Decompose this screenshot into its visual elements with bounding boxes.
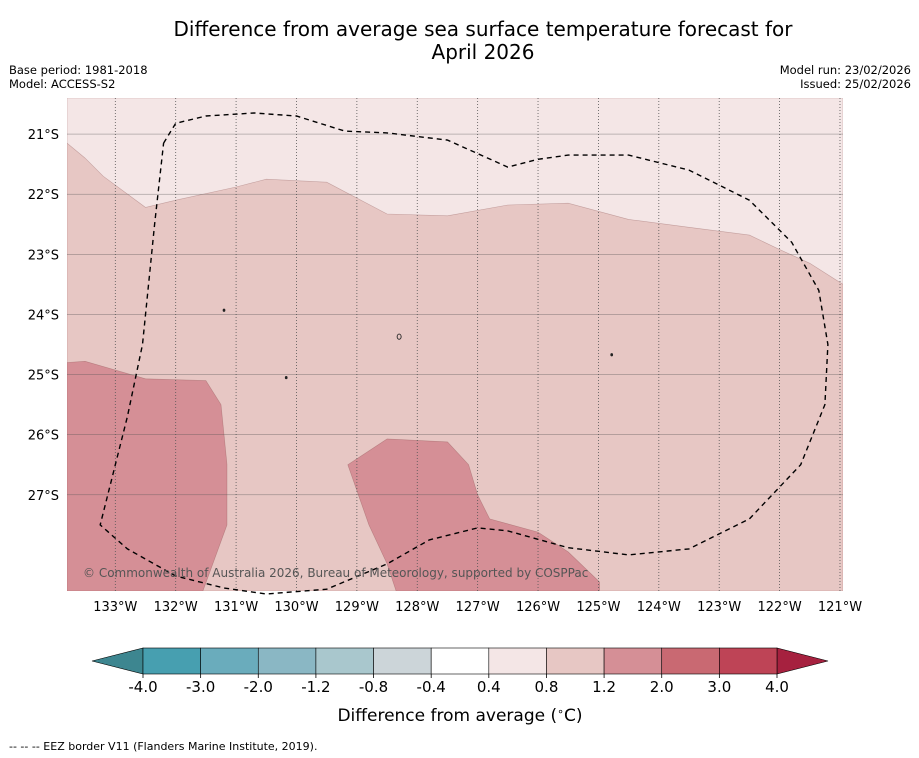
islands: [222, 308, 614, 380]
x-tick-label: 132°W: [154, 600, 198, 615]
colorbar: -4.0 -3.0 -2.0 -1.2 -0.8 -0.4 0.4 0.8 1.2 2.0 3.0 4…: [91, 647, 829, 696]
x-tick-label: 129°W: [335, 600, 379, 615]
anomaly-region-2: [67, 142, 843, 591]
x-tick-label: 125°W: [576, 600, 620, 615]
y-tick-label: 23°S: [28, 248, 59, 263]
anomaly-regions: [67, 98, 843, 591]
colorbar-tick-label: 0.4: [477, 678, 501, 696]
colorbar-tick-label: -4.0: [128, 678, 157, 696]
colorbar-segment: [200, 647, 259, 675]
y-tick-label: 27°S: [28, 489, 59, 504]
anomaly-region-3: [67, 360, 228, 591]
colorbar-segment: [661, 647, 720, 675]
title-line-2: April 2026: [431, 40, 535, 64]
island-d: [610, 353, 614, 357]
y-tick-label: 24°S: [28, 308, 59, 323]
header-right: Model run: 23/02/2026 Issued: 25/02/2026: [780, 63, 911, 91]
model-text: Model: ACCESS-S2: [9, 77, 116, 91]
colorbar-tick-label: -0.4: [417, 678, 446, 696]
colorbar-label: Difference from average (∘C): [337, 705, 582, 726]
island-a: [222, 308, 226, 312]
colorbar-label-text: Difference from average (: [337, 706, 557, 726]
base-period-text: Base period: 1981-2018: [9, 63, 148, 77]
colorbar-tick-label: 1.2: [592, 678, 616, 696]
colorbar-tick-label: -2.0: [244, 678, 273, 696]
colorbar-segment: [373, 647, 432, 675]
colorbar-label-unit: C): [564, 706, 583, 726]
colorbar-tick-label: -3.0: [186, 678, 215, 696]
y-tick-label: 25°S: [28, 369, 59, 384]
copyright-text: © Commonwealth of Australia 2026, Bureau…: [83, 566, 588, 580]
colorbar-tick-label: 0.8: [535, 678, 559, 696]
x-tick-label: 121°W: [818, 600, 862, 615]
island-c: [284, 375, 288, 380]
colorbar-tick-label: -0.8: [359, 678, 388, 696]
colorbar-segment: [546, 647, 605, 675]
anomaly-region-4: [347, 438, 600, 591]
x-tick-label: 126°W: [516, 600, 560, 615]
x-tick-label: 130°W: [274, 600, 318, 615]
colorbar-extend-min: [91, 647, 144, 675]
island-b: [396, 333, 402, 340]
x-tick-label: 128°W: [395, 600, 439, 615]
colorbar-segment: [603, 647, 663, 675]
y-tick-label: 26°S: [28, 429, 59, 444]
chart-title: Difference from average sea surface temp…: [0, 18, 919, 64]
colorbar-tick-label: -1.2: [301, 678, 330, 696]
degree-symbol: ∘: [557, 705, 564, 718]
title-line-1: Difference from average sea surface temp…: [173, 17, 793, 41]
header-left: Base period: 1981-2018 Model: ACCESS-S2: [9, 63, 148, 91]
x-tick-label: 124°W: [637, 600, 681, 615]
x-tick-label: 131°W: [214, 600, 258, 615]
colorbar-segment: [142, 647, 201, 675]
colorbar-tick-label: 3.0: [707, 678, 731, 696]
graticule: [67, 98, 843, 591]
eez-border-line: [99, 112, 829, 595]
model-run-text: Model run: 23/02/2026: [779, 63, 911, 77]
eez-footnote: -- -- -- EEZ border V11 (Flanders Marine…: [9, 740, 318, 753]
colorbar-segment: [257, 647, 317, 675]
x-tick-label: 127°W: [456, 600, 500, 615]
colorbar-segment: [430, 647, 490, 675]
x-tick-label: 133°W: [93, 600, 137, 615]
colorbar-extend-max: [776, 647, 829, 675]
colorbar-segment: [719, 647, 778, 675]
colorbar-tick-label: 4.0: [765, 678, 789, 696]
x-tick-label: 122°W: [758, 600, 802, 615]
issued-text: Issued: 25/02/2026: [800, 77, 911, 91]
colorbar-segment: [488, 647, 547, 675]
x-tick-labels: 133°W 132°W 131°W 130°W 129°W 128°W 127°W 126°W…: [93, 600, 862, 615]
colorbar-segment: [315, 647, 374, 675]
x-tick-label: 123°W: [697, 600, 741, 615]
y-tick-label: 22°S: [28, 188, 59, 203]
colorbar-tick-label: 2.0: [650, 678, 674, 696]
y-tick-labels: 21°S 22°S 23°S 24°S 25°S 26°S 27°S: [28, 128, 59, 504]
y-tick-label: 21°S: [28, 128, 59, 143]
